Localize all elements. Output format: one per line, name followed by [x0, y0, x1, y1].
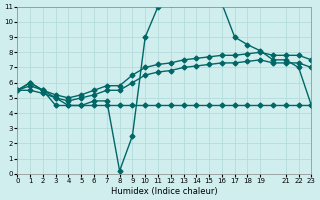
- X-axis label: Humidex (Indice chaleur): Humidex (Indice chaleur): [111, 187, 218, 196]
